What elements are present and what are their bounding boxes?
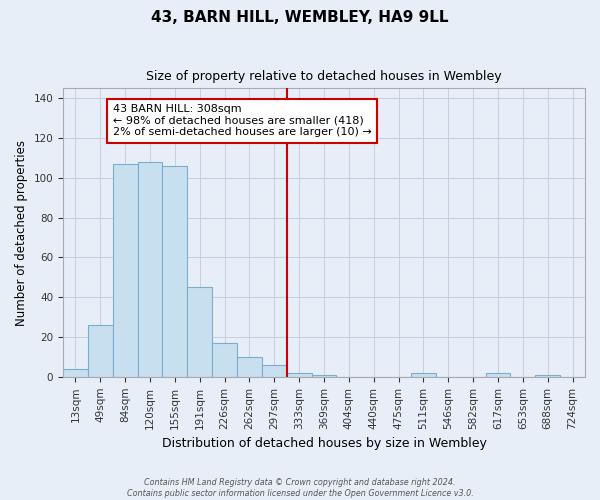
- Bar: [535, 375, 560, 377]
- Text: 43, BARN HILL, WEMBLEY, HA9 9LL: 43, BARN HILL, WEMBLEY, HA9 9LL: [151, 10, 449, 25]
- Bar: [137, 162, 163, 377]
- Bar: [485, 373, 511, 377]
- Bar: [311, 375, 337, 377]
- Bar: [163, 166, 187, 377]
- Bar: [187, 288, 212, 377]
- Bar: [287, 373, 311, 377]
- Text: Contains HM Land Registry data © Crown copyright and database right 2024.
Contai: Contains HM Land Registry data © Crown c…: [127, 478, 473, 498]
- Bar: [411, 373, 436, 377]
- Bar: [63, 369, 88, 377]
- Bar: [262, 365, 287, 377]
- Bar: [113, 164, 137, 377]
- Y-axis label: Number of detached properties: Number of detached properties: [15, 140, 28, 326]
- Text: 43 BARN HILL: 308sqm
← 98% of detached houses are smaller (418)
2% of semi-detac: 43 BARN HILL: 308sqm ← 98% of detached h…: [113, 104, 371, 138]
- Bar: [88, 325, 113, 377]
- Bar: [237, 357, 262, 377]
- X-axis label: Distribution of detached houses by size in Wembley: Distribution of detached houses by size …: [161, 437, 487, 450]
- Title: Size of property relative to detached houses in Wembley: Size of property relative to detached ho…: [146, 70, 502, 83]
- Bar: [212, 343, 237, 377]
